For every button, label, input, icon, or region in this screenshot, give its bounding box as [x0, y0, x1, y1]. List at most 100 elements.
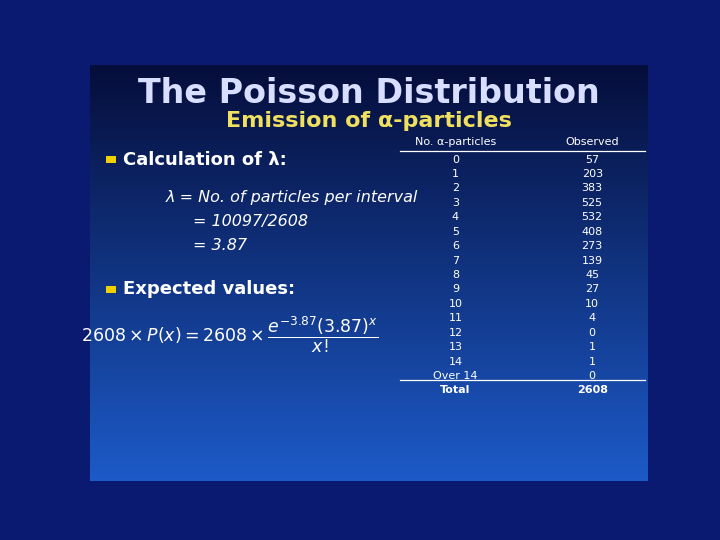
Bar	[90, 295, 648, 298]
Bar	[90, 283, 648, 285]
Bar	[90, 429, 648, 431]
Bar	[90, 125, 648, 127]
Bar	[90, 175, 648, 177]
Bar	[90, 300, 648, 302]
Bar	[90, 266, 648, 268]
Bar	[90, 431, 648, 433]
Bar	[90, 123, 648, 125]
Bar	[90, 312, 648, 314]
Text: 1: 1	[589, 342, 595, 352]
Bar	[90, 185, 648, 187]
Text: No. α-particles: No. α-particles	[415, 137, 496, 147]
Text: 57: 57	[585, 154, 599, 165]
Bar	[90, 196, 648, 198]
FancyBboxPatch shape	[106, 286, 116, 293]
Bar	[90, 69, 648, 71]
Bar	[90, 84, 648, 85]
Bar	[90, 321, 648, 322]
Bar	[90, 427, 648, 429]
Bar	[90, 198, 648, 200]
Bar	[90, 100, 648, 102]
Bar	[90, 165, 648, 167]
Bar	[90, 87, 648, 90]
Bar	[90, 387, 648, 389]
Text: 383: 383	[582, 184, 603, 193]
Bar	[90, 329, 648, 331]
Bar	[90, 235, 648, 238]
Bar	[90, 200, 648, 202]
Bar	[90, 456, 648, 458]
Bar	[90, 358, 648, 360]
Bar	[90, 302, 648, 304]
Bar	[90, 208, 648, 210]
Text: Expected values:: Expected values:	[124, 280, 296, 298]
Bar	[90, 416, 648, 418]
Text: = 10097/2608: = 10097/2608	[193, 214, 308, 229]
Bar	[90, 167, 648, 168]
Bar	[90, 319, 648, 321]
Bar	[90, 262, 648, 265]
Bar	[90, 241, 648, 244]
Bar	[90, 356, 648, 358]
Bar	[90, 71, 648, 73]
Text: 12: 12	[449, 328, 462, 338]
Bar	[90, 348, 648, 349]
Bar	[90, 418, 648, 420]
Bar	[90, 391, 648, 393]
Text: 3: 3	[452, 198, 459, 208]
Bar	[90, 121, 648, 123]
Bar	[90, 422, 648, 424]
Text: 6: 6	[452, 241, 459, 251]
Bar	[90, 449, 648, 451]
Bar	[90, 331, 648, 333]
Text: 9: 9	[452, 285, 459, 294]
Bar	[90, 90, 648, 92]
Bar	[90, 173, 648, 175]
Bar	[90, 381, 648, 383]
Bar	[90, 258, 648, 260]
Bar	[90, 192, 648, 194]
Bar	[90, 377, 648, 379]
Bar	[90, 152, 648, 154]
Bar	[90, 85, 648, 87]
Text: 2: 2	[452, 184, 459, 193]
Bar	[90, 210, 648, 212]
Bar	[90, 298, 648, 300]
Bar	[90, 368, 648, 370]
Bar	[90, 171, 648, 173]
Bar	[90, 393, 648, 395]
Bar	[90, 370, 648, 373]
Text: 2608: 2608	[577, 386, 608, 395]
Bar	[90, 190, 648, 192]
Bar	[90, 325, 648, 327]
Bar	[90, 271, 648, 273]
Bar	[90, 306, 648, 308]
Bar	[90, 447, 648, 449]
Text: $2608 \times P(x) = 2608 \times \dfrac{e^{-3.87}(3.87)^{x}}{x!}$: $2608 \times P(x) = 2608 \times \dfrac{e…	[81, 315, 378, 355]
Bar	[90, 362, 648, 364]
Bar	[90, 472, 648, 474]
Bar	[90, 102, 648, 104]
Bar	[90, 150, 648, 152]
Bar	[90, 458, 648, 460]
Bar	[90, 437, 648, 439]
Bar	[90, 424, 648, 427]
Bar	[90, 219, 648, 221]
Bar	[90, 395, 648, 397]
Bar	[90, 238, 648, 239]
Text: 408: 408	[582, 227, 603, 237]
Text: Calculation of λ:: Calculation of λ:	[124, 151, 287, 168]
Bar	[90, 439, 648, 441]
Bar	[90, 214, 648, 217]
Text: 4: 4	[589, 313, 595, 323]
Bar	[90, 408, 648, 410]
Bar	[90, 294, 648, 295]
Text: 45: 45	[585, 270, 599, 280]
Bar	[90, 183, 648, 185]
Bar	[90, 223, 648, 225]
Bar	[90, 273, 648, 275]
Text: 532: 532	[582, 212, 603, 222]
Text: The Poisson Distribution: The Poisson Distribution	[138, 77, 600, 110]
Bar	[90, 375, 648, 377]
Bar	[90, 179, 648, 181]
